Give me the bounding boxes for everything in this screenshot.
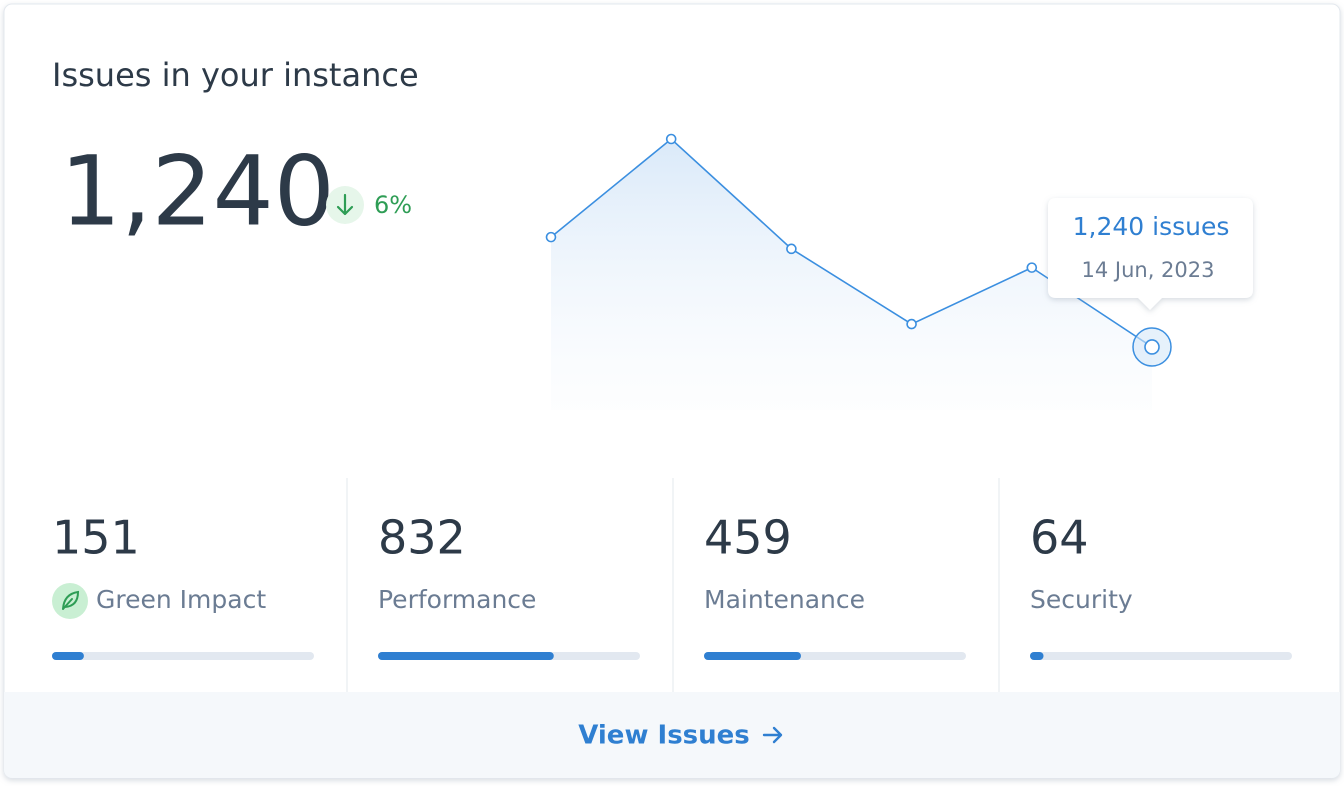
progress-track bbox=[1030, 652, 1292, 660]
point bbox=[545, 231, 557, 243]
categories: 151 Green Impact 832 Performance 459 Maintena… bbox=[52, 511, 1292, 660]
down-arrow-icon bbox=[336, 193, 354, 216]
category-count: 151 bbox=[52, 511, 140, 565]
point bbox=[906, 318, 917, 330]
tooltip-date: 14 Jun, 2023 bbox=[1081, 258, 1214, 282]
progress-bar bbox=[52, 652, 84, 660]
progress-track bbox=[52, 652, 314, 660]
sparkline bbox=[545, 133, 1172, 410]
point bbox=[1026, 262, 1038, 273]
category-label: Green Impact bbox=[96, 585, 266, 614]
category-count: 64 bbox=[1030, 511, 1089, 565]
category-label: Maintenance bbox=[704, 585, 865, 614]
view-issues-text[interactable]: View Issues bbox=[578, 721, 750, 751]
arrow-icon[interactable] bbox=[762, 726, 783, 744]
category-label: Performance bbox=[378, 585, 536, 614]
footer-bg bbox=[4, 692, 1340, 778]
progress-bar bbox=[704, 652, 801, 660]
view-issues-link[interactable]: View Issues bbox=[578, 721, 783, 751]
leaf-icon bbox=[62, 590, 80, 610]
tooltip: 1,240 issues 14 Jun, 2023 bbox=[1048, 198, 1253, 310]
category-count: 459 bbox=[704, 511, 792, 565]
area bbox=[551, 139, 1152, 410]
total-value: 1,240 bbox=[60, 135, 335, 247]
progress-bar bbox=[378, 652, 554, 660]
category-label: Security bbox=[1030, 585, 1133, 614]
change-value: 6% bbox=[374, 191, 412, 219]
category-count: 832 bbox=[378, 511, 466, 565]
point bbox=[1144, 339, 1160, 355]
progress-bar bbox=[1030, 652, 1044, 660]
tooltip-box bbox=[1048, 198, 1253, 310]
point bbox=[665, 133, 677, 145]
card-title: Issues in your instance bbox=[52, 56, 419, 94]
point bbox=[786, 243, 797, 255]
tooltip-count: 1,240 issues bbox=[1073, 212, 1230, 241]
